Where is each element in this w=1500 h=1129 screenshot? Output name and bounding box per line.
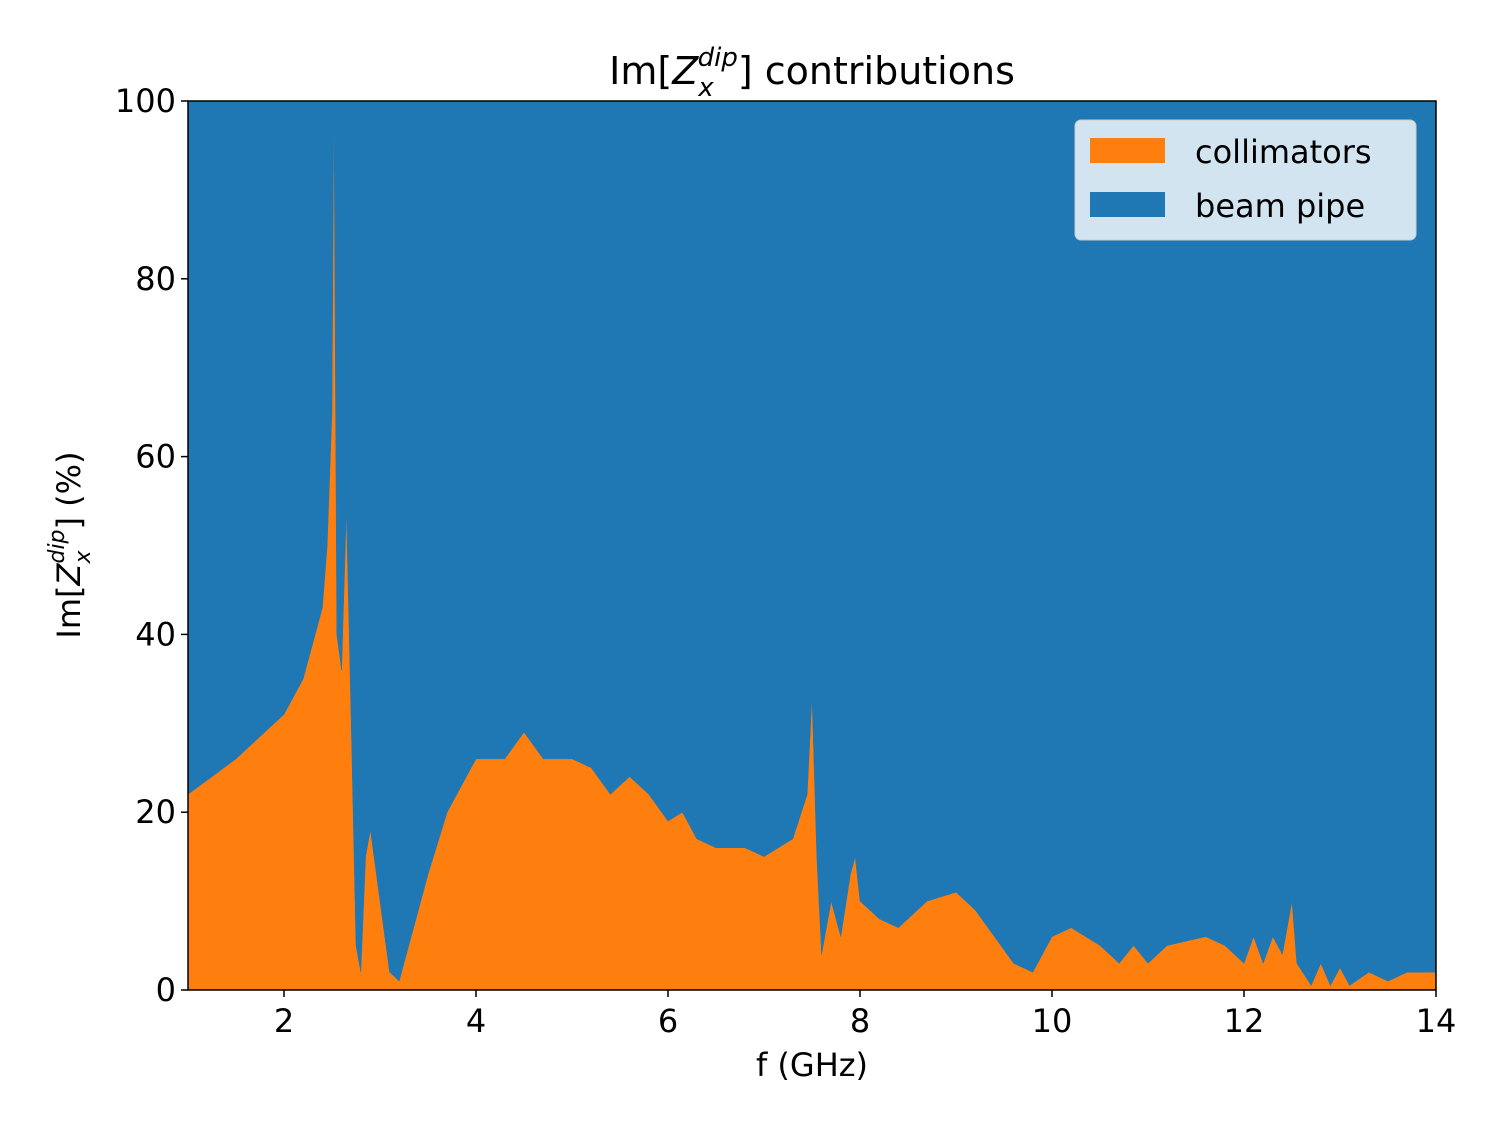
y-tick-label: 100 [115, 82, 176, 120]
chart-title: Im[Zxdip] contributions [609, 43, 1015, 103]
x-tick-label: 8 [850, 1002, 870, 1040]
y-tick-label: 40 [135, 615, 176, 653]
ylabel-symbol: Z [50, 562, 88, 586]
title-sub: x [697, 73, 714, 103]
ylabel-sup: dip [45, 529, 70, 563]
x-tick-label: 2 [274, 1002, 294, 1040]
x-tick-label: 4 [466, 1002, 486, 1040]
title-sup: dip [698, 43, 738, 73]
x-tick-label: 12 [1224, 1002, 1265, 1040]
ylabel-suffix: ] (%) [50, 451, 88, 529]
x-tick-label: 6 [658, 1002, 678, 1040]
y-tick-label: 80 [135, 260, 176, 298]
y-tick-label: 60 [135, 438, 176, 476]
title-suffix: ] contributions [738, 49, 1015, 93]
legend-label: beam pipe [1195, 187, 1365, 225]
y-tick-label: 20 [135, 793, 176, 831]
legend-swatch [1090, 138, 1165, 163]
ylabel-sub: x [71, 550, 96, 565]
title-prefix: Im[ [609, 49, 672, 93]
y-axis-label: Im[Zxdip] (%) [45, 451, 96, 638]
x-tick-label: 14 [1416, 1002, 1457, 1040]
y-tick-label: 0 [156, 971, 176, 1009]
x-axis-label: f (GHz) [756, 1046, 868, 1084]
legend-swatch [1090, 192, 1165, 217]
legend-label: collimators [1195, 133, 1372, 171]
plot-frame [187, 100, 1437, 991]
x-tick-label: 10 [1032, 1002, 1073, 1040]
title-symbol: Z [671, 49, 699, 93]
ylabel-prefix: Im[ [50, 585, 88, 638]
